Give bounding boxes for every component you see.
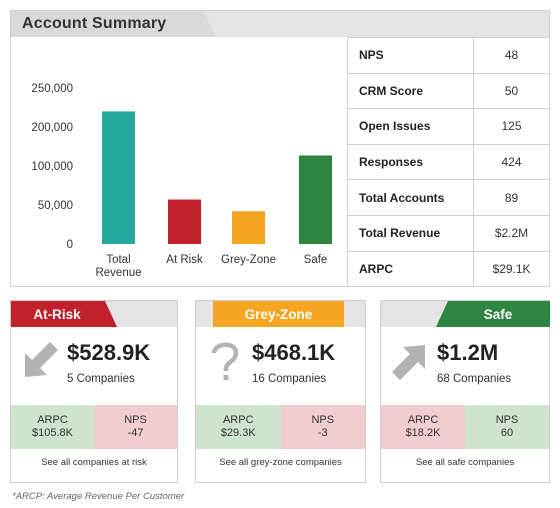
metric-label: Responses	[347, 143, 474, 181]
metric-row-total-accounts: Total Accounts 89	[347, 179, 550, 216]
stat-value: 60	[500, 427, 514, 439]
metric-row-responses: Responses 424	[347, 143, 550, 181]
y-tick-label: 200,000	[31, 122, 73, 134]
account-summary-card: Account Summary 0 50,000 100,000 200,000 250…	[10, 10, 550, 288]
revenue-chart: 0 50,000 100,000 200,000 250,000 Total Revenue…	[11, 37, 347, 287]
at-risk-card: At-Risk $528.9K 5 Companies ARPC $105.8K…	[10, 300, 178, 483]
see-all-safe-link[interactable]: See all safe companies	[415, 457, 515, 468]
segment-company-count: 68 Companies	[437, 373, 512, 385]
y-tick-label: 0	[67, 239, 73, 251]
y-tick-label: 100,000	[31, 161, 73, 173]
metric-label: ARPC	[347, 250, 474, 288]
summary-title: Account Summary	[22, 15, 167, 32]
arpc-stat: ARPC $105.8K	[11, 405, 94, 449]
metric-value: 48	[473, 37, 550, 74]
metric-row-arpc: ARPC $29.1K	[347, 250, 550, 288]
stat-label: ARPC	[222, 414, 254, 426]
segment-amount: $468.1K	[252, 340, 336, 365]
safe-card: Safe $1.2M 68 Companies ARPC $18.2K NPS …	[380, 300, 550, 483]
grey-zone-tab: Grey-Zone	[213, 301, 344, 327]
metric-value: 89	[473, 179, 550, 216]
arpc-stat: ARPC $18.2K	[381, 405, 465, 449]
bar-at-risk	[168, 199, 201, 244]
segment-stats: ARPC $29.3K NPS -3	[196, 405, 365, 449]
metric-value: $29.1K	[473, 250, 550, 288]
question-mark-icon	[211, 342, 239, 380]
metric-label: Total Accounts	[347, 179, 474, 216]
x-category-label: Safe	[304, 254, 328, 266]
summary-title-tab	[11, 11, 216, 37]
at-risk-tab: At-Risk	[11, 301, 117, 327]
bar-safe	[299, 155, 332, 244]
grey-zone-card: Grey-Zone $468.1K 16 Companies ARPC $29.…	[195, 300, 366, 483]
x-category-label: At Risk	[166, 254, 203, 266]
bar-total-revenue	[102, 111, 135, 245]
x-category-label: Grey-Zone	[221, 254, 276, 266]
stat-value: -3	[317, 427, 328, 439]
metric-label: Open Issues	[347, 108, 474, 145]
metrics-table: NPS 48 CRM Score 50 Open Issues 125 Resp…	[347, 37, 550, 288]
stat-label: NPS	[124, 414, 147, 426]
y-tick-label: 50,000	[38, 200, 73, 212]
safe-tab: Safe	[436, 301, 550, 327]
stat-label: NPS	[495, 414, 519, 426]
metric-value: 125	[473, 108, 550, 145]
arpc-stat: ARPC $29.3K	[196, 405, 281, 449]
y-tick-label: 250,000	[31, 83, 73, 95]
metric-value: $2.2M	[473, 214, 550, 252]
metric-row-total-revenue: Total Revenue $2.2M	[347, 214, 550, 252]
metric-label: Total Revenue	[347, 214, 474, 252]
metric-row-crm-score: CRM Score 50	[347, 72, 550, 110]
card-header: Grey-Zone	[196, 301, 365, 327]
metric-value: 424	[473, 143, 550, 181]
nps-stat: NPS -3	[280, 405, 365, 449]
stat-value: $18.2K	[405, 427, 441, 439]
see-all-grey-zone-link[interactable]: See all grey-zone companies	[219, 457, 342, 468]
segment-amount: $528.9K	[67, 340, 151, 365]
revenue-chart-svg: 0 50,000 100,000 200,000 250,000 TotalRevenue…	[31, 83, 332, 279]
metric-row-open-issues: Open Issues 125	[347, 108, 550, 145]
bar-grey-zone	[232, 211, 265, 244]
nps-stat: NPS 60	[465, 405, 549, 449]
stat-value: -47	[127, 427, 144, 439]
stat-label: NPS	[311, 414, 335, 426]
arrow-up-right-icon	[392, 345, 425, 380]
arrow-down-left-icon	[25, 342, 58, 377]
card-header: Safe	[381, 301, 550, 327]
metric-value: 50	[473, 72, 550, 110]
segment-amount: $1.2M	[437, 340, 499, 365]
segment-stats: ARPC $18.2K NPS 60	[381, 405, 549, 449]
stat-label: ARPC	[407, 414, 439, 426]
card-header: At-Risk	[11, 301, 177, 327]
x-category-label: Total	[106, 254, 130, 266]
footnote: *ARCP: Average Revenue Per Customer	[12, 491, 185, 502]
summary-header: Account Summary	[11, 11, 549, 37]
metric-label: NPS	[347, 37, 474, 74]
stat-value: $105.8K	[32, 427, 73, 439]
nps-stat: NPS -47	[94, 405, 177, 449]
segment-company-count: 16 Companies	[252, 373, 327, 385]
metric-row-nps: NPS 48	[347, 37, 550, 74]
stat-value: $29.3K	[220, 427, 256, 439]
stat-label: ARPC	[37, 414, 68, 426]
metric-label: CRM Score	[347, 72, 474, 110]
x-category-label: Revenue	[95, 267, 141, 279]
segment-stats: ARPC $105.8K NPS -47	[11, 405, 177, 449]
see-all-at-risk-link[interactable]: See all companies at risk	[41, 457, 147, 468]
segment-company-count: 5 Companies	[67, 373, 135, 385]
